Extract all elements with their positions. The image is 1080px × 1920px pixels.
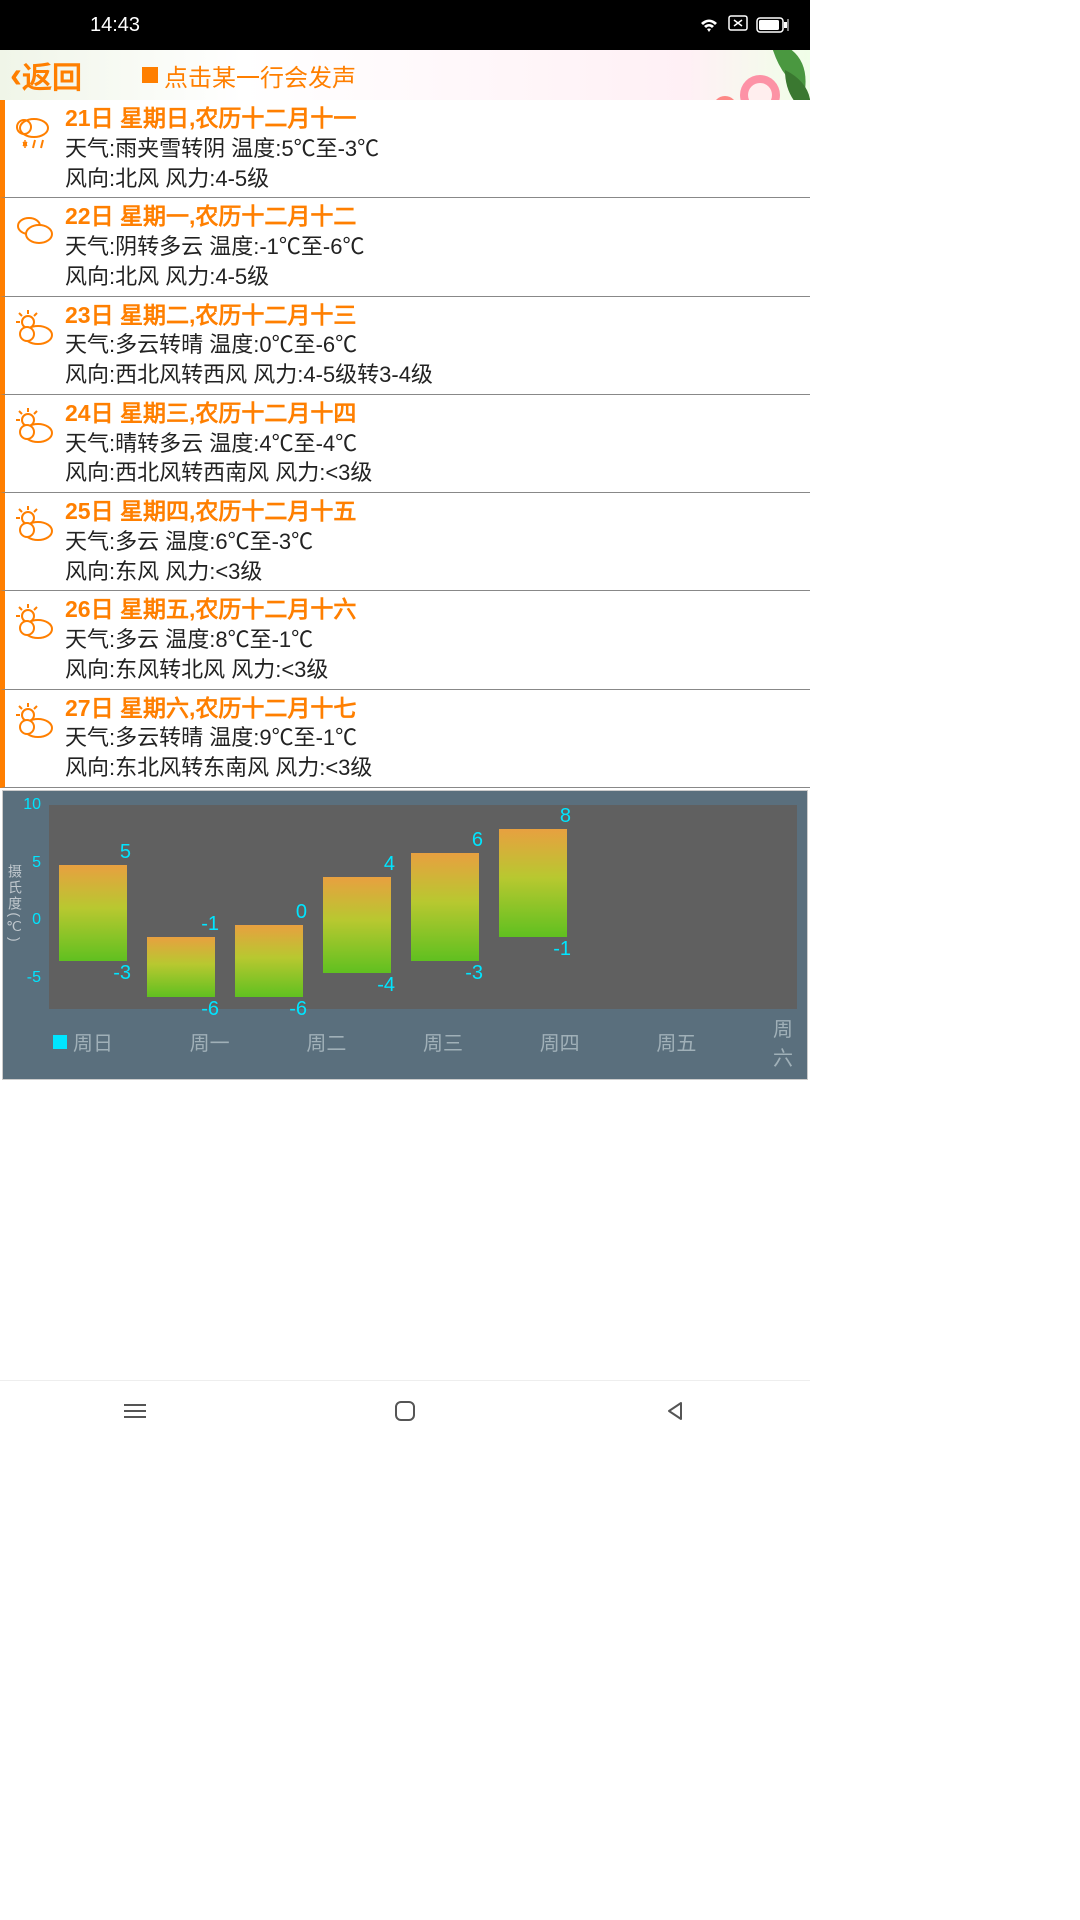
forecast-title: 23日 星期二,农历十二月十三 <box>65 301 800 331</box>
bar-low-label: -4 <box>377 974 395 997</box>
forecast-text: 24日 星期三,农历十二月十四 天气:晴转多云 温度:4℃至-4℃ 风向:西北风… <box>65 399 800 488</box>
forecast-weather-line: 天气:雨夹雪转阴 温度:5℃至-3℃ <box>65 134 800 164</box>
forecast-item[interactable]: 27日 星期六,农历十二月十七 天气:多云转晴 温度:9℃至-1℃ 风向:东北风… <box>0 690 810 788</box>
home-button[interactable] <box>390 1396 420 1426</box>
chart-x-label: 周一 <box>190 1027 307 1056</box>
tip-label: 点击某一行会发声 <box>164 58 356 93</box>
wifi-icon <box>698 16 720 34</box>
forecast-item[interactable]: 26日 星期五,农历十二月十六 天气:多云 温度:8℃至-1℃ 风向:东风转北风… <box>0 591 810 689</box>
recent-apps-button[interactable] <box>120 1396 150 1426</box>
chart-x-label: 周六 <box>773 1013 803 1071</box>
bar-low-label: -3 <box>465 962 483 985</box>
forecast-list: 21日 星期日,农历十二月十一 天气:雨夹雪转阴 温度:5℃至-3℃ 风向:北风… <box>0 100 810 788</box>
bar-low-label: -6 <box>201 998 219 1021</box>
chart-y-axis: 摄氏度(℃) 10 5 0 -5 <box>7 799 43 1009</box>
forecast-text: 26日 星期五,农历十二月十六 天气:多云 温度:8℃至-1℃ 风向:东风转北风… <box>65 595 800 684</box>
forecast-wind-line: 风向:北风 风力:4-5级 <box>65 262 800 292</box>
forecast-wind-line: 风向:北风 风力:4-5级 <box>65 164 800 194</box>
battery-icon <box>756 17 790 33</box>
back-label: 返回 <box>22 53 82 97</box>
chart-bar: 6 -3 <box>411 853 479 961</box>
forecast-title: 25日 星期四,农历十二月十五 <box>65 497 800 527</box>
chart-bar: 0 -6 <box>235 925 303 997</box>
chart-y-tick: 5 <box>32 854 41 872</box>
bar-high-label: 0 <box>296 901 307 924</box>
legend-marker <box>53 1035 67 1049</box>
forecast-weather-line: 天气:多云 温度:6℃至-3℃ <box>65 527 800 557</box>
bar-high-label: 6 <box>472 829 483 852</box>
forecast-wind-line: 风向:东风 风力:<3级 <box>65 557 800 587</box>
chart-y-tick: 0 <box>32 911 41 929</box>
weather-icon <box>11 405 57 451</box>
chart-x-label: 周四 <box>540 1027 657 1056</box>
bar-high-label: 5 <box>120 841 131 864</box>
forecast-item[interactable]: 24日 星期三,农历十二月十四 天气:晴转多云 温度:4℃至-4℃ 风向:西北风… <box>0 395 810 493</box>
weather-icon <box>11 208 57 254</box>
weather-icon <box>11 307 57 353</box>
square-icon <box>142 67 158 83</box>
forecast-item[interactable]: 23日 星期二,农历十二月十三 天气:多云转晴 温度:0℃至-6℃ 风向:西北风… <box>0 297 810 395</box>
chart-y-label: 摄氏度(℃) <box>5 864 25 943</box>
bar-high-label: 8 <box>560 805 571 828</box>
forecast-wind-line: 风向:东北风转东南风 风力:<3级 <box>65 753 800 783</box>
chart-y-tick: -5 <box>27 969 41 987</box>
status-bar: 14:43 <box>0 0 810 50</box>
chart-bar: 4 -4 <box>323 877 391 973</box>
weather-icon <box>11 700 57 746</box>
chart-plot-area: 5 -3 -1 -6 0 -6 4 -4 6 -3 8 -1 <box>49 805 797 1009</box>
bar-low-label: -3 <box>113 962 131 985</box>
forecast-weather-line: 天气:多云转晴 温度:0℃至-6℃ <box>65 330 800 360</box>
forecast-item[interactable]: 21日 星期日,农历十二月十一 天气:雨夹雪转阴 温度:5℃至-3℃ 风向:北风… <box>0 100 810 198</box>
bar-low-label: -6 <box>289 998 307 1021</box>
chart-bar: 8 -1 <box>499 829 567 937</box>
status-right <box>698 14 790 37</box>
chart-x-label: 周日 <box>73 1027 190 1056</box>
chevron-left-icon: ‹ <box>10 57 22 93</box>
forecast-wind-line: 风向:西北风转西南风 风力:<3级 <box>65 458 800 488</box>
forecast-text: 21日 星期日,农历十二月十一 天气:雨夹雪转阴 温度:5℃至-3℃ 风向:北风… <box>65 104 800 193</box>
chart-x-label: 周五 <box>656 1027 773 1056</box>
forecast-title: 26日 星期五,农历十二月十六 <box>65 595 800 625</box>
weather-icon <box>11 110 57 156</box>
nav-decoration <box>630 50 810 100</box>
forecast-weather-line: 天气:多云 温度:8℃至-1℃ <box>65 625 800 655</box>
forecast-title: 22日 星期一,农历十二月十二 <box>65 202 800 232</box>
chart-x-label: 周二 <box>306 1027 423 1056</box>
forecast-item[interactable]: 22日 星期一,农历十二月十二 天气:阴转多云 温度:-1℃至-6℃ 风向:北风… <box>0 198 810 296</box>
forecast-title: 27日 星期六,农历十二月十七 <box>65 694 800 724</box>
chart-x-axis: 周日周一周二周三周四周五周六 <box>7 1013 803 1071</box>
weather-icon <box>11 503 57 549</box>
status-time: 14:43 <box>90 14 140 37</box>
bar-low-label: -1 <box>553 938 571 961</box>
forecast-title: 21日 星期日,农历十二月十一 <box>65 104 800 134</box>
bar-high-label: -1 <box>201 913 219 936</box>
forecast-weather-line: 天气:多云转晴 温度:9℃至-1℃ <box>65 723 800 753</box>
forecast-item[interactable]: 25日 星期四,农历十二月十五 天气:多云 温度:6℃至-3℃ 风向:东风 风力… <box>0 493 810 591</box>
forecast-wind-line: 风向:西北风转西风 风力:4-5级转3-4级 <box>65 360 800 390</box>
back-button[interactable]: ‹ 返回 <box>10 53 82 97</box>
chart-y-tick: 10 <box>23 796 41 814</box>
weather-icon <box>11 601 57 647</box>
no-sim-icon <box>728 14 748 37</box>
chart-bar: 5 -3 <box>59 865 127 961</box>
bar-high-label: 4 <box>384 853 395 876</box>
forecast-title: 24日 星期三,农历十二月十四 <box>65 399 800 429</box>
forecast-text: 23日 星期二,农历十二月十三 天气:多云转晴 温度:0℃至-6℃ 风向:西北风… <box>65 301 800 390</box>
system-nav-bar <box>0 1380 810 1440</box>
tip-text-container: 点击某一行会发声 <box>142 58 356 93</box>
forecast-text: 22日 星期一,农历十二月十二 天气:阴转多云 温度:-1℃至-6℃ 风向:北风… <box>65 202 800 291</box>
nav-bar: ‹ 返回 点击某一行会发声 <box>0 50 810 100</box>
forecast-wind-line: 风向:东风转北风 风力:<3级 <box>65 655 800 685</box>
temperature-chart: 温度变化图 摄氏度(℃) 1050-5 5 -3 -1 -6 0 -6 4 -4… <box>2 790 808 1080</box>
forecast-text: 25日 星期四,农历十二月十五 天气:多云 温度:6℃至-3℃ 风向:东风 风力… <box>65 497 800 586</box>
forecast-weather-line: 天气:晴转多云 温度:4℃至-4℃ <box>65 429 800 459</box>
chart-bar: -1 -6 <box>147 937 215 997</box>
forecast-weather-line: 天气:阴转多云 温度:-1℃至-6℃ <box>65 232 800 262</box>
forecast-text: 27日 星期六,农历十二月十七 天气:多云转晴 温度:9℃至-1℃ 风向:东北风… <box>65 694 800 783</box>
back-nav-button[interactable] <box>660 1396 690 1426</box>
chart-x-label: 周三 <box>423 1027 540 1056</box>
